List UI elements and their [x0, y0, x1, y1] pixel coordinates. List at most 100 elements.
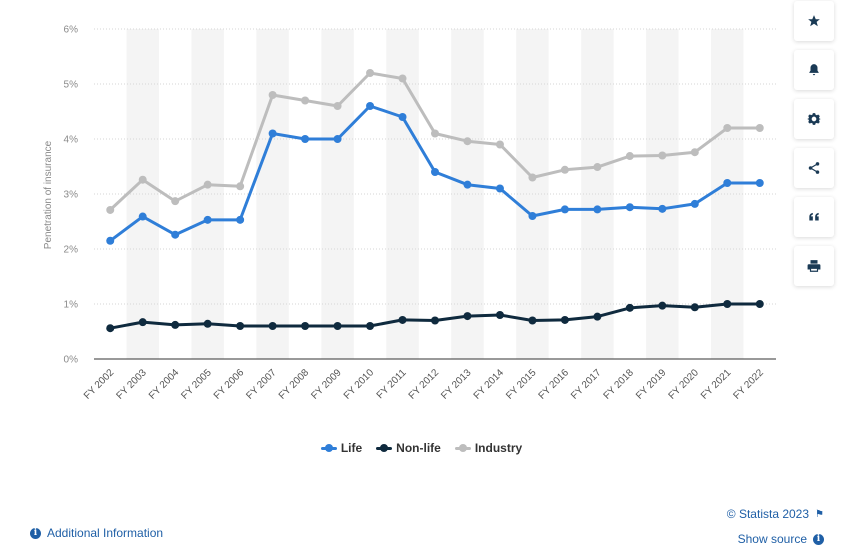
notification-button[interactable] [794, 50, 834, 90]
legend-item-life[interactable]: Life [320, 441, 363, 455]
data-point-life [333, 135, 342, 143]
series-industry [106, 69, 764, 214]
data-point-industry [560, 165, 569, 174]
favorite-button[interactable] [794, 1, 834, 41]
x-tick-label: FY 2011 [375, 367, 409, 401]
show-source-link[interactable]: Show source i [727, 527, 824, 552]
data-point-non-life [560, 315, 569, 324]
x-tick-label: FY 2004 [147, 367, 182, 402]
data-point-life [398, 113, 407, 121]
x-tick-label: FY 2021 [699, 367, 734, 402]
data-point-life [495, 184, 504, 193]
x-tick-label: FY 2016 [537, 367, 572, 402]
data-point-industry [625, 152, 634, 161]
x-tick-label: FY 2013 [439, 367, 474, 402]
x-tick-label: FY 2009 [309, 367, 344, 402]
data-point-non-life [106, 324, 115, 333]
x-tick-label: FY 2002 [82, 367, 117, 402]
data-point-industry [690, 148, 699, 157]
data-point-life [658, 204, 667, 213]
data-point-non-life [171, 320, 180, 329]
data-point-industry [495, 140, 504, 149]
data-point-industry [106, 205, 115, 214]
chart-legend: Life Non-life Industry [0, 441, 843, 455]
data-point-life [560, 205, 569, 214]
bell-icon [809, 64, 819, 76]
data-point-non-life [431, 316, 439, 325]
series-non-life [106, 300, 764, 333]
data-point-industry [138, 175, 147, 184]
data-point-industry [301, 96, 310, 105]
data-point-industry [658, 151, 667, 160]
data-point-non-life [658, 301, 667, 310]
data-point-industry [333, 102, 342, 110]
y-tick-label: 4% [64, 135, 79, 146]
data-point-life [463, 180, 472, 189]
legend-label-non-life: Non-life [396, 441, 441, 455]
data-point-life [106, 236, 115, 245]
info-icon: i [30, 527, 41, 539]
data-point-non-life [495, 311, 504, 319]
data-point-industry [593, 163, 602, 172]
data-point-life [236, 215, 245, 224]
x-tick-label: FY 2007 [244, 367, 279, 402]
data-point-industry [171, 197, 180, 206]
data-point-non-life [333, 322, 342, 330]
y-gridlines [94, 28, 776, 360]
source-footer: © Statista 2023 ⚑ Show source i [727, 502, 824, 552]
data-point-non-life [138, 318, 147, 327]
settings-button[interactable] [794, 99, 834, 139]
legend-swatch-life [320, 443, 337, 453]
copyright-text: © Statista 2023 [726, 507, 810, 521]
x-tick-label: FY 2015 [504, 367, 539, 402]
print-button[interactable] [794, 246, 834, 286]
data-point-life [625, 203, 634, 212]
data-point-life [301, 135, 310, 143]
info-icon: i [813, 534, 824, 545]
y-tick-label: 3% [64, 190, 79, 201]
cite-button[interactable] [794, 197, 834, 237]
legend-item-non-life[interactable]: Non-life [376, 441, 441, 455]
alternating-column-bands [126, 29, 744, 359]
data-point-non-life [463, 312, 472, 321]
gear-icon [807, 113, 821, 125]
data-point-non-life [268, 322, 277, 330]
data-point-industry [755, 124, 764, 132]
legend-item-industry[interactable]: Industry [454, 441, 522, 455]
share-button[interactable] [794, 148, 834, 188]
data-point-life [690, 199, 699, 208]
data-point-life [723, 179, 732, 187]
legend-label-life: Life [340, 441, 363, 455]
x-tick-label: FY 2022 [732, 367, 767, 402]
series-group [106, 69, 764, 333]
legend-swatch-industry [454, 443, 471, 453]
copyright-row[interactable]: © Statista 2023 ⚑ [727, 502, 824, 527]
x-tick-label: FY 2003 [114, 367, 149, 402]
data-point-industry [203, 180, 212, 189]
data-point-non-life [236, 322, 245, 330]
data-point-life [528, 212, 537, 220]
data-point-industry [366, 69, 375, 77]
y-tick-label: 5% [64, 80, 79, 91]
x-tick-label: FY 2012 [407, 367, 442, 402]
y-tick-label: 2% [64, 245, 79, 256]
data-point-life [203, 215, 212, 224]
data-point-industry [236, 182, 245, 191]
data-point-life [366, 102, 375, 110]
y-tick-label: 0% [64, 355, 79, 366]
flag-icon: ⚑ [815, 509, 824, 520]
show-source-label: Show source [737, 532, 807, 546]
y-tick-label: 1% [64, 300, 79, 311]
x-tick-label: FY 2018 [602, 367, 637, 402]
data-point-non-life [366, 322, 375, 330]
data-point-non-life [690, 303, 699, 312]
data-point-industry [723, 124, 732, 132]
x-tick-label: FY 2020 [667, 367, 702, 402]
data-point-non-life [301, 322, 310, 330]
additional-information-link[interactable]: i Additional Information [30, 526, 163, 540]
data-point-industry [463, 137, 472, 146]
x-tick-label: FY 2010 [342, 367, 377, 402]
y-axis-ticks: 0% 1% 2% 3% 4% 5% 6% [64, 25, 79, 366]
